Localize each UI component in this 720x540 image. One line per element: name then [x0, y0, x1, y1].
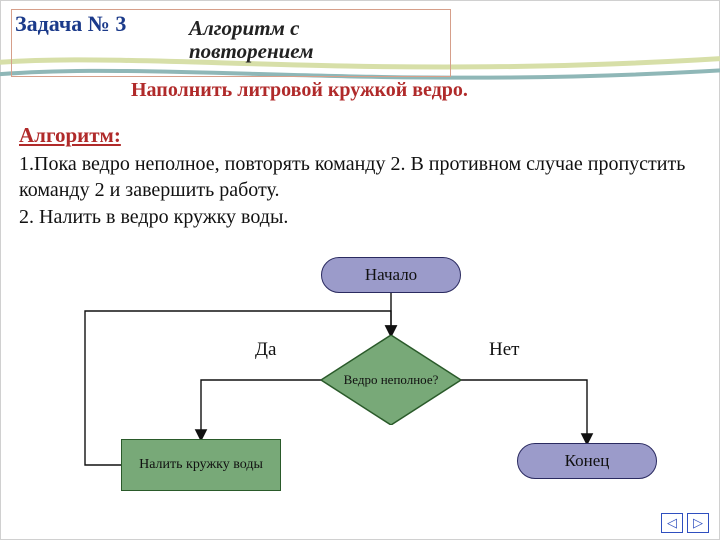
flow-decision-label: Ведро неполное?: [344, 372, 439, 388]
algorithm-body: 1.Пока ведро неполное, повторять команду…: [19, 151, 689, 230]
algo-type-line1: Алгоритм с: [189, 16, 300, 40]
algo-type-line2: повторением: [189, 39, 313, 63]
flow-start-label: Начало: [365, 265, 417, 285]
edge-label-no: Нет: [489, 339, 519, 361]
edge-label-yes: Да: [255, 339, 276, 361]
flowchart: Начало Ведро неполное? Налить кружку вод…: [1, 249, 720, 509]
flow-start: Начало: [321, 257, 461, 293]
task-statement: Наполнить литровой кружкой ведро.: [131, 79, 468, 102]
algorithm-type: Алгоритм с повторением: [189, 17, 313, 63]
flow-end-label: Конец: [565, 451, 610, 471]
nav-buttons: ◁ ▷: [661, 513, 709, 533]
flow-process-label: Налить кружку воды: [139, 457, 263, 474]
algorithm-heading: Алгоритм:: [19, 123, 121, 148]
flow-end: Конец: [517, 443, 657, 479]
flow-process: Налить кружку воды: [121, 439, 281, 491]
problem-number: Задача № 3: [15, 11, 126, 37]
prev-button[interactable]: ◁: [661, 513, 683, 533]
next-button[interactable]: ▷: [687, 513, 709, 533]
flow-decision: Ведро неполное?: [321, 335, 461, 425]
